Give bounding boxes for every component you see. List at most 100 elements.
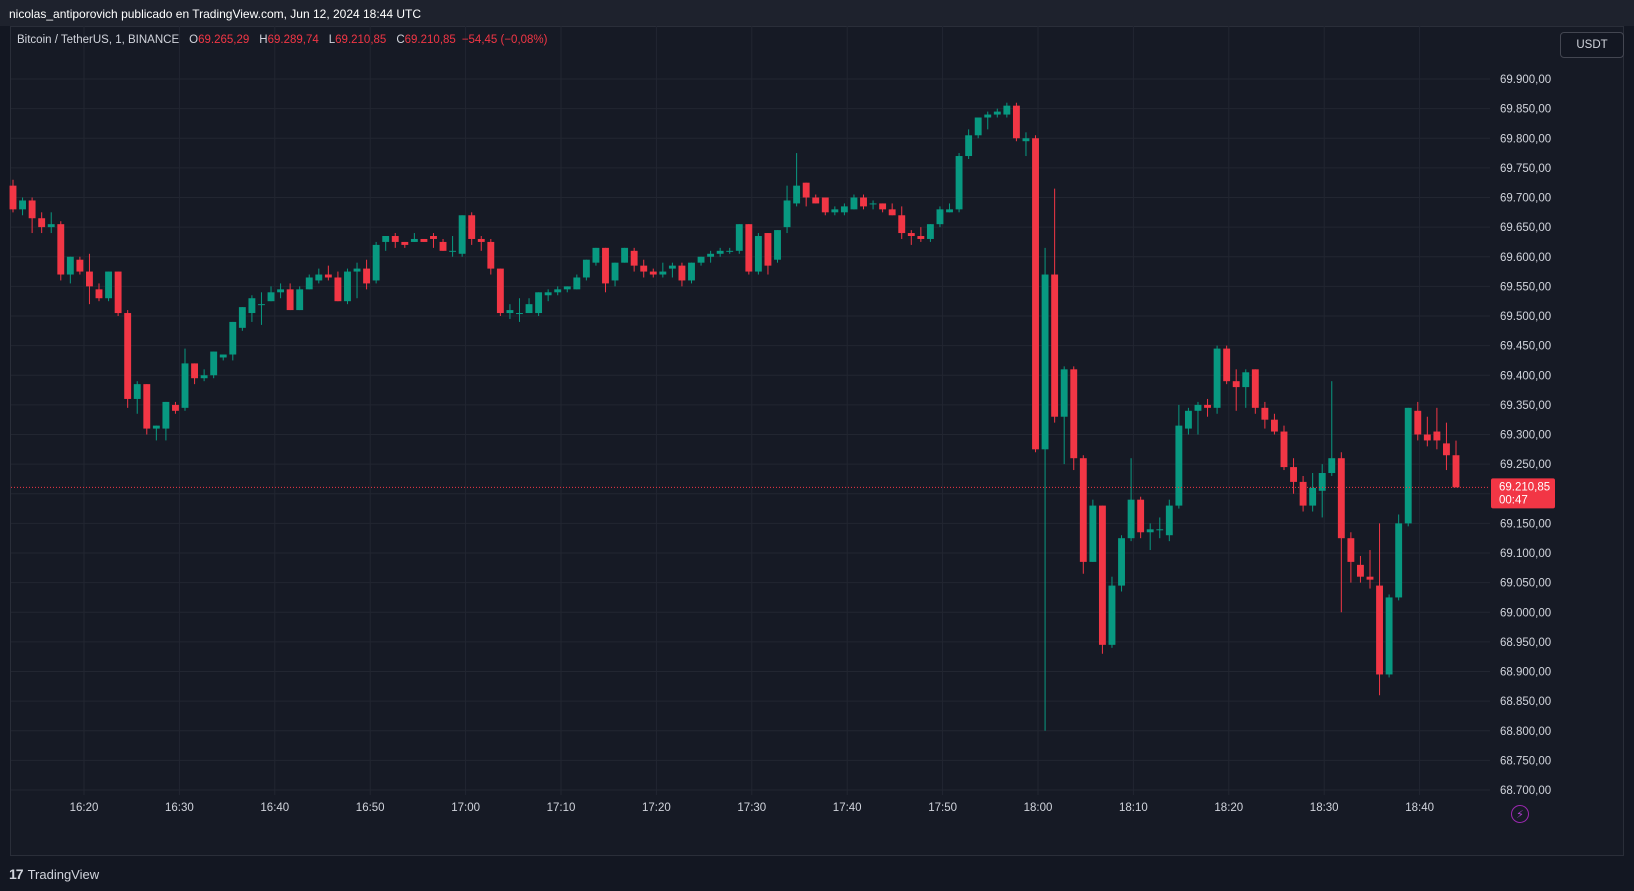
candle[interactable]	[840, 203, 848, 216]
candle[interactable]	[1404, 407, 1412, 527]
candle[interactable]	[210, 351, 218, 379]
candle[interactable]	[860, 194, 867, 210]
candle[interactable]	[1003, 102, 1011, 118]
candle[interactable]	[1366, 550, 1374, 589]
candle[interactable]	[86, 253, 93, 305]
candle[interactable]	[28, 197, 36, 234]
candle[interactable]	[114, 271, 122, 316]
candle[interactable]	[649, 268, 657, 278]
candle[interactable]	[1022, 132, 1030, 157]
candle[interactable]	[468, 212, 476, 245]
symbol-legend[interactable]: Bitcoin / TetherUS, 1, BINANCE O69.265,2…	[17, 34, 547, 46]
candle[interactable]	[831, 206, 839, 216]
candle[interactable]	[267, 286, 275, 302]
candle[interactable]	[630, 247, 638, 272]
candle[interactable]	[1079, 455, 1087, 574]
candle[interactable]	[324, 265, 332, 281]
candle[interactable]	[993, 108, 1001, 118]
candle[interactable]	[382, 236, 390, 251]
candle[interactable]	[1242, 369, 1250, 408]
candle[interactable]	[506, 304, 514, 319]
candle[interactable]	[363, 259, 371, 290]
candle[interactable]	[1318, 464, 1326, 518]
candle[interactable]	[965, 129, 973, 159]
candle[interactable]	[1146, 523, 1154, 551]
candle[interactable]	[1165, 499, 1173, 542]
candle[interactable]	[1443, 422, 1450, 471]
candle[interactable]	[1108, 576, 1116, 648]
candle[interactable]	[1251, 369, 1259, 414]
candle[interactable]	[1414, 401, 1422, 441]
candle[interactable]	[286, 283, 294, 311]
candle[interactable]	[850, 194, 858, 210]
candle[interactable]	[219, 354, 227, 361]
candle[interactable]	[200, 369, 208, 382]
candle[interactable]	[9, 179, 17, 213]
candle[interactable]	[688, 262, 695, 284]
candle[interactable]	[1156, 517, 1164, 539]
candle[interactable]	[1395, 514, 1403, 601]
candle[interactable]	[496, 268, 504, 316]
candle[interactable]	[1423, 416, 1431, 447]
candle[interactable]	[1213, 345, 1221, 414]
candle[interactable]	[1328, 381, 1336, 476]
candle[interactable]	[955, 153, 963, 213]
candle[interactable]	[592, 247, 600, 266]
candle[interactable]	[716, 247, 724, 257]
candle[interactable]	[162, 401, 170, 441]
candle[interactable]	[258, 292, 265, 325]
candle[interactable]	[296, 286, 304, 311]
candle[interactable]	[1309, 473, 1317, 512]
candle[interactable]	[1098, 505, 1106, 654]
candle[interactable]	[898, 206, 906, 239]
candle[interactable]	[1184, 407, 1192, 435]
candle[interactable]	[477, 236, 485, 251]
candle[interactable]	[458, 215, 466, 257]
candle[interactable]	[879, 203, 887, 213]
candle[interactable]	[1337, 452, 1345, 613]
candle[interactable]	[1261, 401, 1269, 429]
candle[interactable]	[372, 241, 380, 284]
candle[interactable]	[1137, 496, 1145, 539]
candle[interactable]	[659, 262, 667, 278]
candle[interactable]	[57, 221, 65, 281]
candle[interactable]	[754, 233, 762, 275]
candle[interactable]	[152, 425, 160, 441]
candle[interactable]	[1299, 475, 1307, 512]
candle[interactable]	[1118, 535, 1125, 592]
candle[interactable]	[793, 153, 801, 207]
candle[interactable]	[974, 117, 982, 139]
candle[interactable]	[1280, 425, 1288, 471]
candle[interactable]	[554, 286, 562, 296]
candle[interactable]	[487, 238, 495, 275]
candle[interactable]	[678, 262, 686, 287]
candle[interactable]	[936, 206, 944, 228]
candle[interactable]	[1041, 247, 1049, 731]
candle[interactable]	[726, 247, 734, 254]
candle[interactable]	[449, 236, 457, 257]
candle[interactable]	[38, 212, 46, 234]
candle[interactable]	[181, 348, 189, 411]
candle[interactable]	[391, 233, 399, 248]
candle[interactable]	[124, 310, 132, 408]
candle[interactable]	[143, 384, 151, 435]
candle[interactable]	[563, 286, 571, 293]
candle[interactable]	[105, 271, 113, 302]
candle[interactable]	[1127, 458, 1135, 542]
candle[interactable]	[812, 194, 820, 204]
candle[interactable]	[353, 262, 361, 299]
candle[interactable]	[1433, 407, 1441, 450]
candle[interactable]	[191, 363, 199, 385]
candle[interactable]	[1204, 398, 1211, 417]
candle[interactable]	[602, 247, 609, 293]
candle[interactable]	[229, 321, 237, 361]
candle[interactable]	[1347, 532, 1355, 583]
candle[interactable]	[535, 292, 543, 316]
candle[interactable]	[1089, 499, 1097, 562]
candle[interactable]	[1060, 366, 1068, 465]
chart-pane[interactable]	[10, 26, 1624, 856]
candle[interactable]	[430, 233, 437, 248]
candle[interactable]	[305, 274, 313, 290]
candle[interactable]	[172, 401, 179, 414]
